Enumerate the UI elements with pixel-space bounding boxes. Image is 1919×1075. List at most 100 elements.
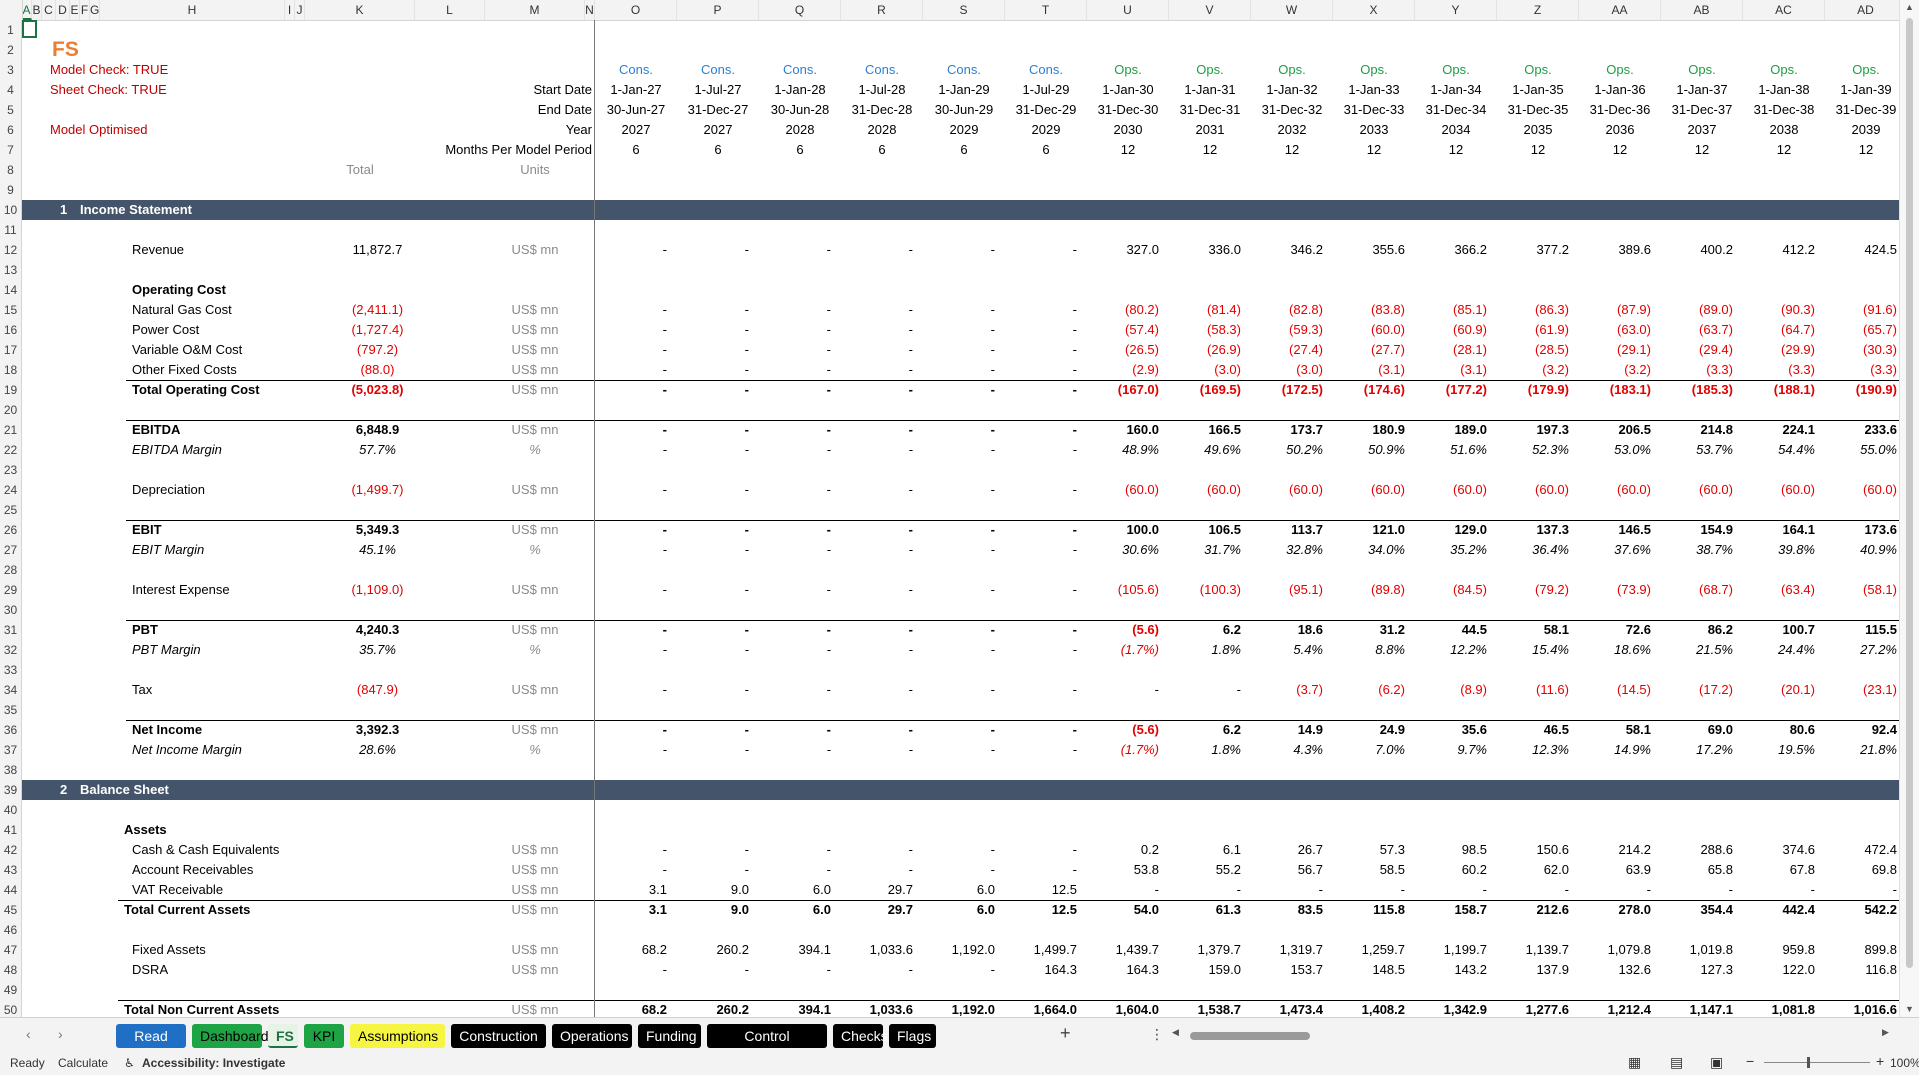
end-date-cell[interactable]: 31-Dec-34	[1425, 102, 1487, 117]
value-cell[interactable]: 53.7%	[1696, 442, 1733, 457]
sheet-tab-read-me[interactable]: Read Me	[116, 1024, 186, 1068]
section-number[interactable]: 2	[60, 782, 68, 797]
end-date-cell[interactable]: 31-Dec-28	[851, 102, 913, 117]
row-label[interactable]: DSRA	[132, 962, 169, 977]
value-cell[interactable]: (90.3)	[1781, 302, 1815, 317]
value-cell[interactable]: 72.6	[1625, 622, 1651, 637]
value-cell[interactable]: 6.1	[1222, 842, 1241, 857]
value-cell[interactable]: 206.5	[1618, 422, 1651, 437]
value-cell[interactable]: (8.9)	[1460, 682, 1487, 697]
value-cell[interactable]: 54.0	[1133, 902, 1159, 917]
value-cell[interactable]: 1,079.8	[1607, 942, 1651, 957]
value-cell[interactable]: 1.8%	[1211, 742, 1241, 757]
value-cell[interactable]: -	[744, 962, 749, 977]
unit-cell[interactable]: US$ mn	[511, 482, 559, 497]
value-cell[interactable]: -	[662, 742, 667, 757]
value-cell[interactable]: 1.8%	[1211, 642, 1241, 657]
row-header-37[interactable]: 37	[0, 740, 22, 760]
value-cell[interactable]: -	[744, 382, 749, 397]
value-cell[interactable]: 32.8%	[1286, 542, 1323, 557]
tab-nav-prev-icon[interactable]: ‹	[26, 1026, 31, 1042]
year-cell[interactable]: 2036	[1605, 122, 1635, 137]
value-cell[interactable]: (3.3)	[1788, 362, 1815, 377]
model-check-status[interactable]: Model Check: TRUE	[50, 62, 169, 77]
year-cell[interactable]: 2030	[1113, 122, 1143, 137]
start-date-cell[interactable]: 1-Jan-37	[1676, 82, 1728, 97]
start-date-cell[interactable]: 1-Jan-39	[1840, 82, 1892, 97]
value-cell[interactable]: -	[826, 342, 831, 357]
value-cell[interactable]: -	[990, 862, 995, 877]
value-cell[interactable]: 14.9	[1297, 722, 1323, 737]
value-cell[interactable]: 113.7	[1291, 522, 1323, 537]
value-cell[interactable]: 40.9%	[1860, 542, 1897, 557]
value-cell[interactable]: (3.3)	[1706, 362, 1733, 377]
end-date-cell[interactable]: 31-Dec-36	[1589, 102, 1651, 117]
value-cell[interactable]: -	[662, 382, 667, 397]
months-cell[interactable]: 6	[1042, 142, 1050, 157]
value-cell[interactable]: -	[662, 682, 667, 697]
total-cell[interactable]: 11,872.7	[352, 242, 403, 257]
value-cell[interactable]: -	[826, 642, 831, 657]
value-cell[interactable]: 15.4%	[1532, 642, 1569, 657]
value-cell[interactable]: 67.8	[1789, 862, 1815, 877]
column-header-a[interactable]: A	[22, 0, 32, 20]
add-sheet-button[interactable]: +	[1060, 1023, 1071, 1043]
months-cell[interactable]: 12	[1858, 142, 1874, 157]
value-cell[interactable]: (3.2)	[1542, 362, 1569, 377]
column-header-u[interactable]: U	[1087, 0, 1169, 20]
value-cell[interactable]: 1,259.7	[1361, 942, 1405, 957]
value-cell[interactable]: (2.9)	[1132, 362, 1159, 377]
value-cell[interactable]: -	[990, 342, 995, 357]
value-cell[interactable]: -	[908, 642, 913, 657]
total-cell[interactable]: 5,349.3	[355, 522, 400, 537]
value-cell[interactable]: 424.5	[1864, 242, 1897, 257]
value-cell[interactable]: 374.6	[1782, 842, 1815, 857]
value-cell[interactable]: (3.1)	[1378, 362, 1405, 377]
value-cell[interactable]: 1,033.6	[869, 942, 913, 957]
row-label[interactable]: Net Income	[132, 722, 203, 737]
value-cell[interactable]: 1,147.1	[1689, 1002, 1733, 1017]
row-header-27[interactable]: 27	[0, 540, 22, 560]
value-cell[interactable]: -	[662, 642, 667, 657]
sheet-tab-flags[interactable]: Flags	[889, 1024, 936, 1048]
value-cell[interactable]: -	[1072, 542, 1077, 557]
value-cell[interactable]: 29.7	[887, 902, 913, 917]
column-header-y[interactable]: Y	[1415, 0, 1497, 20]
row-header-2[interactable]: 2	[0, 40, 22, 60]
value-cell[interactable]: (87.9)	[1617, 302, 1651, 317]
value-cell[interactable]: 14.9%	[1614, 742, 1651, 757]
total-cell[interactable]: 28.6%	[359, 742, 396, 757]
total-cell[interactable]: 6,848.9	[355, 422, 400, 437]
value-cell[interactable]: 400.2	[1700, 242, 1733, 257]
row-header-8[interactable]: 8	[0, 160, 22, 180]
units-column-label[interactable]: Units	[520, 162, 550, 177]
value-cell[interactable]: 17.2%	[1696, 742, 1733, 757]
value-cell[interactable]: 57.3	[1379, 842, 1405, 857]
value-cell[interactable]: 48.9%	[1122, 442, 1159, 457]
select-all-corner[interactable]	[0, 0, 23, 20]
value-cell[interactable]: -	[1072, 622, 1077, 637]
sheet-check-status[interactable]: Sheet Check: TRUE	[50, 82, 167, 97]
row-header-16[interactable]: 16	[0, 320, 22, 340]
scroll-down-icon[interactable]: ▼	[1905, 1004, 1914, 1014]
value-cell[interactable]: 1,379.7	[1197, 942, 1241, 957]
phase-cell[interactable]: Ops.	[1196, 62, 1224, 77]
value-cell[interactable]: -	[662, 522, 667, 537]
value-cell[interactable]: (190.9)	[1855, 382, 1897, 397]
row-header-15[interactable]: 15	[0, 300, 22, 320]
value-cell[interactable]: -	[744, 242, 749, 257]
value-cell[interactable]: -	[990, 362, 995, 377]
value-cell[interactable]: 63.9	[1625, 862, 1651, 877]
value-cell[interactable]: (27.4)	[1289, 342, 1323, 357]
value-cell[interactable]: -	[1072, 342, 1077, 357]
months-cell[interactable]: 12	[1694, 142, 1710, 157]
value-cell[interactable]: (60.0)	[1207, 482, 1241, 497]
phase-cell[interactable]: Cons.	[619, 62, 653, 77]
row-label[interactable]: EBITDA Margin	[132, 442, 222, 457]
zoom-slider-thumb[interactable]	[1807, 1057, 1810, 1068]
column-header-b[interactable]: B	[32, 0, 42, 20]
row-label[interactable]: EBITDA	[132, 422, 181, 437]
value-cell[interactable]: -	[908, 242, 913, 257]
value-cell[interactable]: -	[990, 422, 995, 437]
value-cell[interactable]: 24.4%	[1778, 642, 1815, 657]
